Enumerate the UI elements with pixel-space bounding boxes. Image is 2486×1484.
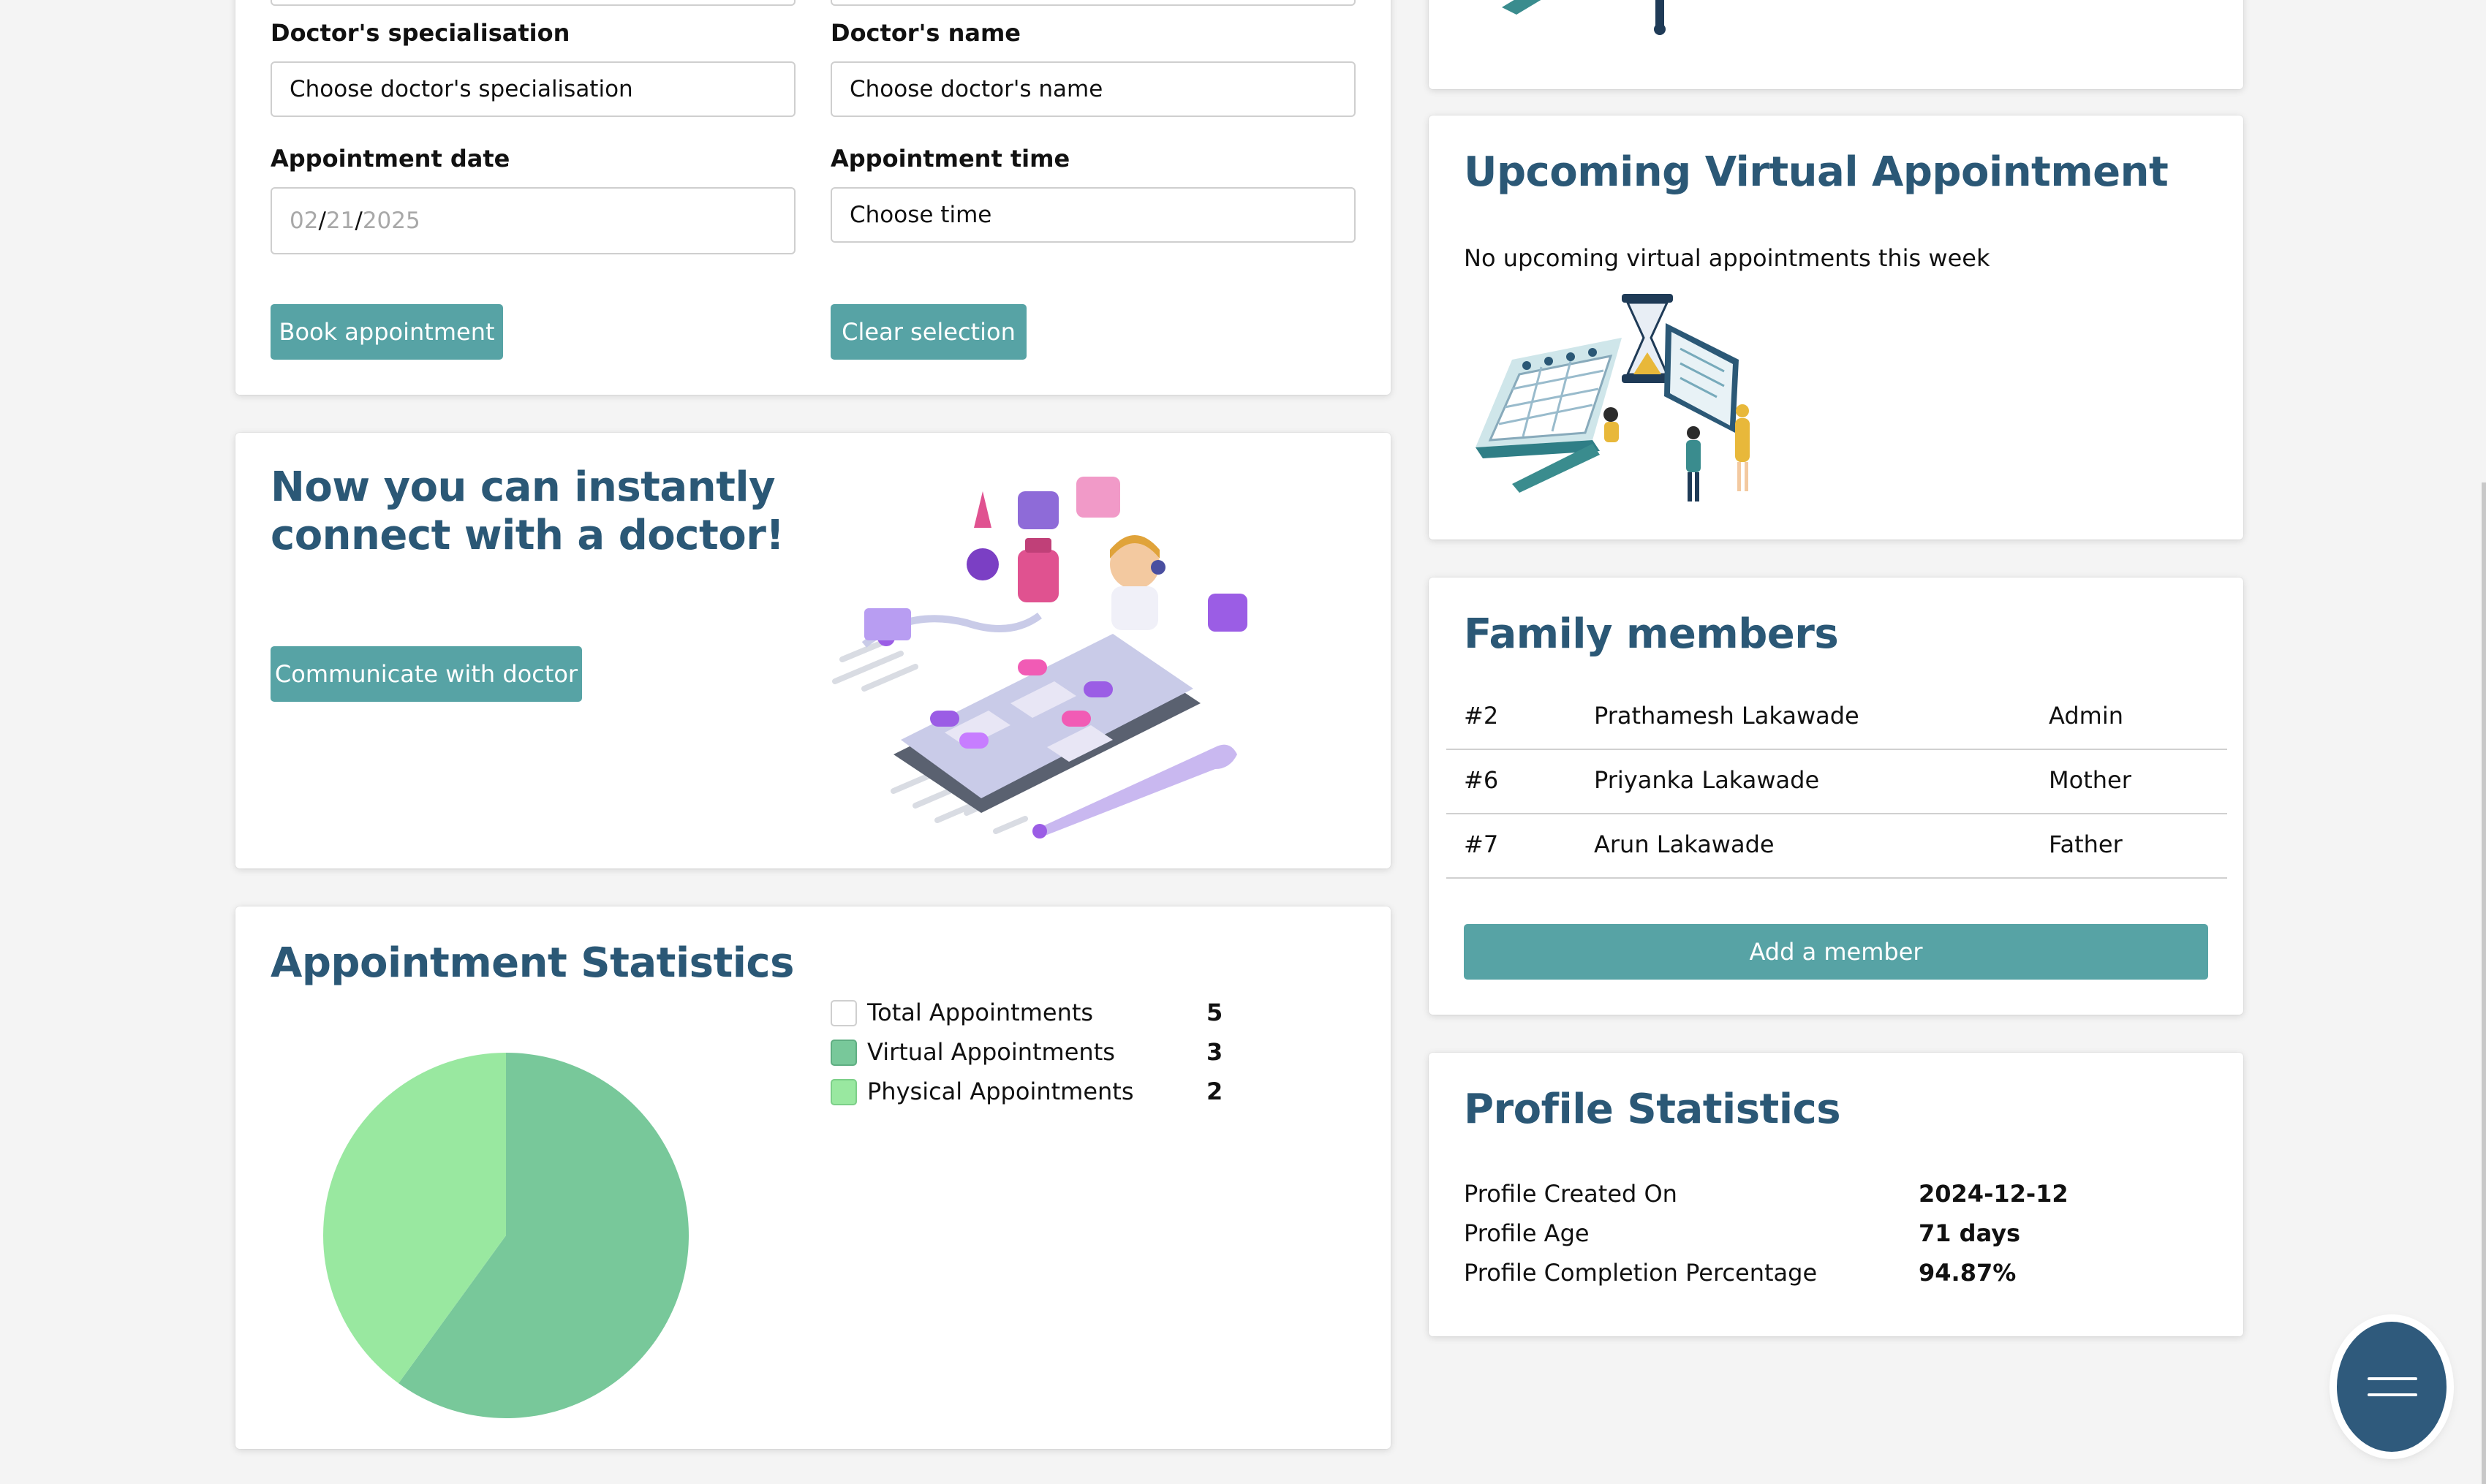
appointment-date-input[interactable]: 02/21/2025 <box>271 187 796 254</box>
legend-physical-label: Physical Appointments <box>867 1078 1134 1105</box>
communicate-with-doctor-button[interactable]: Communicate with doctor <box>271 646 582 702</box>
legend-virtual-label: Virtual Appointments <box>867 1038 1115 1066</box>
specialisation-select[interactable]: Choose doctor's specialisation <box>271 61 796 117</box>
connect-title: Now you can instantly connect with a doc… <box>271 463 785 560</box>
family-row[interactable]: #2 Prathamesh Lakawade Admin <box>1446 686 2227 750</box>
member-relation: Admin <box>2049 702 2123 730</box>
member-id: #7 <box>1464 830 1499 858</box>
speed-lines <box>832 638 1028 834</box>
upcoming-virtual-card: Upcoming Virtual Appointment No upcoming… <box>1429 116 2243 540</box>
appointment-time-value: Choose time <box>850 202 992 228</box>
profile-age-value: 71 days <box>1919 1219 2021 1247</box>
row-divider <box>1446 813 2227 814</box>
specialisation-label: Doctor's specialisation <box>271 19 570 47</box>
profile-completion-label: Profile Completion Percentage <box>1464 1259 1818 1287</box>
member-id: #6 <box>1464 766 1499 794</box>
profile-statistics-title: Profile Statistics <box>1464 1086 1841 1133</box>
pie-slice-virtual-appointments <box>398 1053 689 1418</box>
doctor-head <box>1110 540 1160 589</box>
date-separator: / <box>355 208 363 234</box>
specialisation-value: Choose doctor's specialisation <box>290 76 633 102</box>
family-members-card: Family members #2 Prathamesh Lakawade Ad… <box>1429 578 2243 1015</box>
family-row[interactable]: #6 Priyanka Lakawade Mother <box>1446 750 2227 814</box>
appointment-time-select[interactable]: Choose time <box>831 187 1356 243</box>
row-divider <box>1446 877 2227 879</box>
doctor-phone-illustration <box>832 477 1247 838</box>
connect-title-line2: connect with a doctor! <box>271 512 785 559</box>
top-illustration-card <box>1429 0 2243 89</box>
member-name: Priyanka Lakawade <box>1594 766 1820 794</box>
floating-menu-button[interactable] <box>2337 1322 2447 1452</box>
no-appointments-message: No upcoming virtual appointments this we… <box>1464 244 1990 272</box>
member-id: #2 <box>1464 702 1499 730</box>
appointment-pie-chart <box>322 1053 689 1418</box>
legend-physical-value: 2 <box>1206 1078 1223 1105</box>
profile-statistics-card: Profile Statistics Profile Created On 20… <box>1429 1053 2243 1336</box>
member-relation: Mother <box>2049 766 2131 794</box>
profile-completion-value: 94.87% <box>1919 1259 2017 1287</box>
appointment-statistics-title: Appointment Statistics <box>271 939 794 987</box>
legend-total-value: 5 <box>1206 999 1223 1026</box>
date-month: 02 <box>290 208 319 234</box>
legend-virtual-swatch <box>831 1040 857 1066</box>
doctor-name-select[interactable]: Choose doctor's name <box>831 61 1356 117</box>
row-divider <box>1446 749 2227 750</box>
date-day: 21 <box>325 208 355 234</box>
legend-virtual-value: 3 <box>1206 1038 1223 1066</box>
menu-icon <box>2337 1322 2447 1452</box>
calendar-hourglass-illustration <box>1476 294 1750 501</box>
book-appointment-button[interactable]: Book appointment <box>271 304 503 360</box>
appointment-time-label: Appointment time <box>831 145 1070 173</box>
clear-selection-button[interactable]: Clear selection <box>831 304 1027 360</box>
booking-card: Doctor's specialisation Choose doctor's … <box>235 0 1391 395</box>
page-scrollbar[interactable] <box>2482 482 2486 1484</box>
family-row[interactable]: #7 Arun Lakawade Father <box>1446 814 2227 879</box>
appointment-legend: Total Appointments 5 Virtual Appointment… <box>831 999 1240 1132</box>
profile-age-label: Profile Age <box>1464 1219 1590 1247</box>
legend-total-swatch <box>831 1000 857 1026</box>
legend-total-label: Total Appointments <box>867 999 1094 1026</box>
member-relation: Father <box>2049 830 2123 858</box>
previous-field-left[interactable] <box>271 0 796 6</box>
member-name: Arun Lakawade <box>1594 830 1775 858</box>
calendar-illustration-partial <box>1502 0 1666 35</box>
appointment-date-label: Appointment date <box>271 145 510 173</box>
connect-doctor-card: Now you can instantly connect with a doc… <box>235 433 1391 868</box>
profile-created-value: 2024-12-12 <box>1919 1180 2068 1208</box>
pie-slice-physical-appointments <box>322 1053 506 1384</box>
member-name: Prathamesh Lakawade <box>1594 702 1859 730</box>
thermometer <box>1037 744 1237 836</box>
doctor-name-label: Doctor's name <box>831 19 1021 47</box>
appointment-statistics-card: Appointment Statistics Total Appointment… <box>235 906 1391 1449</box>
phone-screen <box>901 634 1193 798</box>
date-year: 2025 <box>362 208 420 234</box>
previous-field-right[interactable] <box>831 0 1356 6</box>
connect-title-line1: Now you can instantly <box>271 463 776 511</box>
family-members-title: Family members <box>1464 610 1839 658</box>
legend-physical-swatch <box>831 1079 857 1105</box>
upcoming-virtual-title: Upcoming Virtual Appointment <box>1464 148 2169 196</box>
profile-created-label: Profile Created On <box>1464 1180 1677 1208</box>
doctor-name-value: Choose doctor's name <box>850 76 1103 102</box>
add-member-button[interactable]: Add a member <box>1464 924 2208 980</box>
date-separator: / <box>318 208 326 234</box>
